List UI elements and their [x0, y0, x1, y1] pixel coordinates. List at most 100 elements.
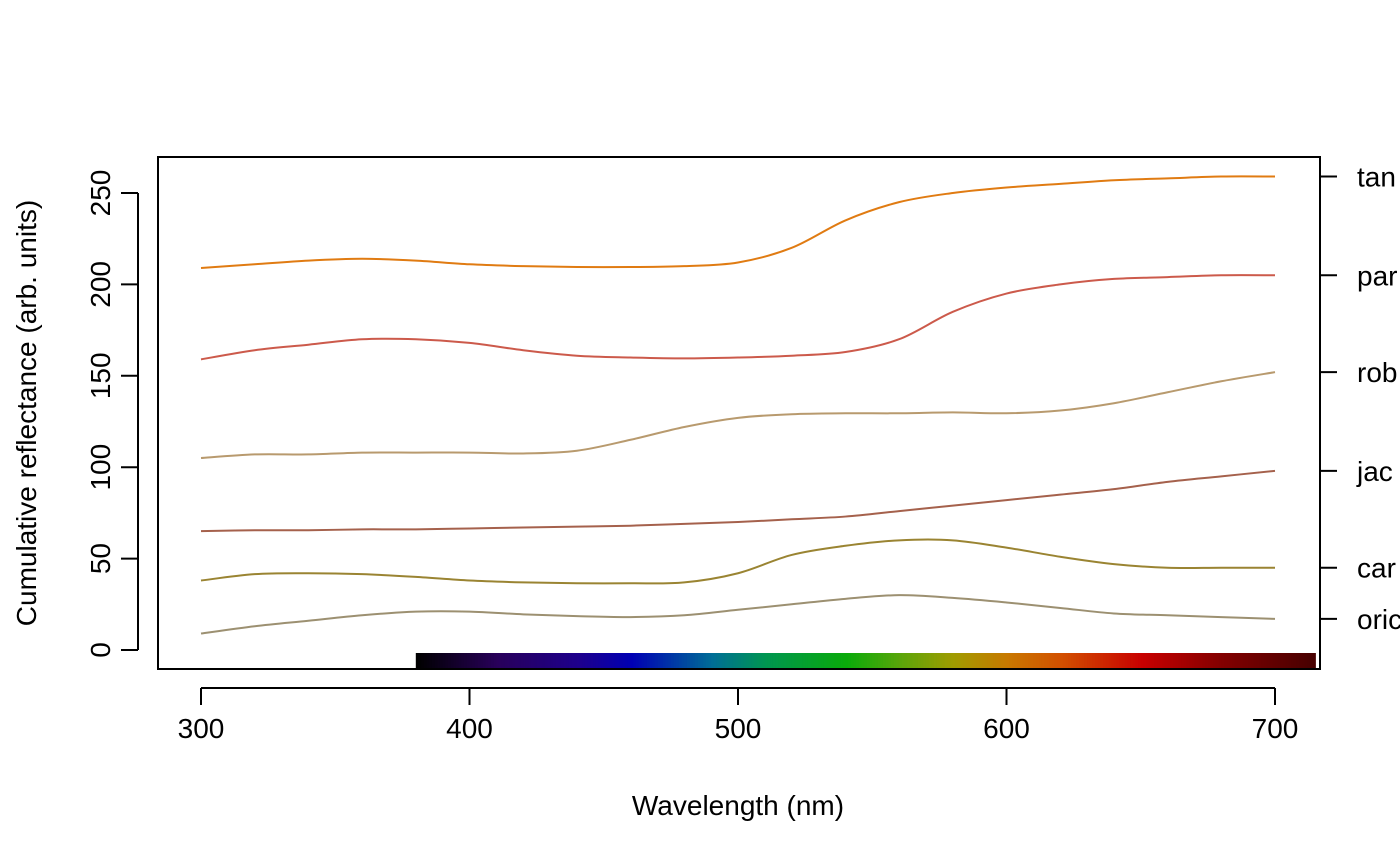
- spectrum-band: [466, 653, 471, 668]
- spectrum-band: [601, 653, 605, 668]
- spectrum-band: [960, 653, 965, 668]
- spectrum-band: [676, 653, 680, 668]
- spectrum-band: [974, 653, 978, 668]
- spectrum-band: [480, 653, 484, 668]
- spectrum-band: [807, 653, 812, 668]
- spectrum-band: [456, 653, 460, 668]
- spectrum-band: [920, 653, 924, 668]
- spectrum-band: [891, 653, 895, 668]
- spectrum-band: [630, 653, 634, 668]
- spectrum-band: [802, 653, 806, 668]
- spectrum-band: [882, 653, 887, 668]
- spectrum-band: [450, 653, 454, 668]
- spectrum-band: [429, 653, 433, 668]
- spectrum-band: [963, 653, 967, 668]
- spectrum-band: [944, 653, 949, 668]
- spectrum-band: [896, 653, 900, 668]
- spectrum-band: [1030, 653, 1034, 668]
- spectrum-band: [611, 653, 616, 668]
- spectrum-band: [1095, 653, 1099, 668]
- spectrum-band: [1237, 653, 1241, 668]
- spectrum-band: [1207, 653, 1212, 668]
- spectrum-band: [1280, 653, 1284, 668]
- spectrum-band: [985, 653, 989, 668]
- spectrum-band: [1304, 653, 1308, 668]
- spectrum-band: [853, 653, 857, 668]
- series-label-jac: jac: [1356, 456, 1393, 487]
- spectrum-band: [1113, 653, 1118, 668]
- spectrum-band: [566, 653, 570, 668]
- spectrum-band: [477, 653, 481, 668]
- spectrum-band: [448, 653, 452, 668]
- spectrum-band: [1301, 653, 1306, 668]
- spectrum-band: [563, 653, 567, 668]
- series-label-tan: tan: [1357, 162, 1396, 193]
- spectrum-band: [692, 653, 696, 668]
- spectrum-band: [1111, 653, 1115, 668]
- spectrum-band: [818, 653, 822, 668]
- spectrum-band: [582, 653, 586, 668]
- spectrum-band: [821, 653, 825, 668]
- spectrum-band: [1264, 653, 1268, 668]
- spectrum-band: [542, 653, 546, 668]
- spectrum-band: [1218, 653, 1222, 668]
- spectrum-band: [727, 653, 731, 668]
- spectrum-band: [625, 653, 629, 668]
- spectrum-band: [1078, 653, 1083, 668]
- spectrum-band: [834, 653, 838, 668]
- spectrum-band: [579, 653, 583, 668]
- spectrum-band: [899, 653, 903, 668]
- spectrum-band: [952, 653, 957, 668]
- spectrum-band: [1140, 653, 1145, 668]
- spectrum-band: [826, 653, 830, 668]
- spectrum-band: [1138, 653, 1142, 668]
- spectrum-band: [1170, 653, 1174, 668]
- spectrum-band: [810, 653, 814, 668]
- spectrum-band: [998, 653, 1002, 668]
- spectrum-band: [1189, 653, 1193, 668]
- spectrum-band: [574, 653, 578, 668]
- spectrum-band: [880, 653, 884, 668]
- spectrum-band: [1001, 653, 1005, 668]
- spectrum-band: [523, 653, 527, 668]
- spectrum-band: [1272, 653, 1276, 668]
- spectrum-band: [1226, 653, 1230, 668]
- spectrum-band: [936, 653, 940, 668]
- spectrum-band: [1068, 653, 1072, 668]
- spectrum-band: [925, 653, 930, 668]
- spectrum-band: [686, 653, 691, 668]
- spectrum-band: [617, 653, 621, 668]
- spectrum-band: [1130, 653, 1134, 668]
- spectrum-band: [434, 653, 438, 668]
- spectrum-band: [815, 653, 820, 668]
- spectrum-band: [606, 653, 610, 668]
- spectrum-band: [458, 653, 463, 668]
- spectrum-band: [652, 653, 656, 668]
- spectrum-band: [754, 653, 758, 668]
- spectrum-band: [1288, 653, 1292, 668]
- spectrum-band: [858, 653, 863, 668]
- spectrum-band: [789, 653, 793, 668]
- spectrum-band: [1054, 653, 1059, 668]
- series-label-car: car: [1357, 553, 1396, 584]
- spectrum-band: [767, 653, 771, 668]
- spectrum-band: [1135, 653, 1139, 668]
- spectrum-band: [797, 653, 801, 668]
- spectrum-band: [469, 653, 473, 668]
- spectrum-band: [848, 653, 852, 668]
- spectrum-band: [1022, 653, 1026, 668]
- spectrum-band: [904, 653, 908, 668]
- spectrum-band: [445, 653, 449, 668]
- spectrum-band: [1277, 653, 1281, 668]
- spectrum-band: [1234, 653, 1239, 668]
- spectrum-band: [418, 653, 422, 668]
- spectrum-band: [1092, 653, 1096, 668]
- spectrum-band: [1266, 653, 1271, 668]
- spectrum-band: [1070, 653, 1075, 668]
- spectrum-band: [482, 653, 487, 668]
- spectrum-band: [1124, 653, 1128, 668]
- spectrum-band: [1084, 653, 1088, 668]
- series-line-car: [200, 538, 1275, 585]
- spectrum-band: [684, 653, 688, 668]
